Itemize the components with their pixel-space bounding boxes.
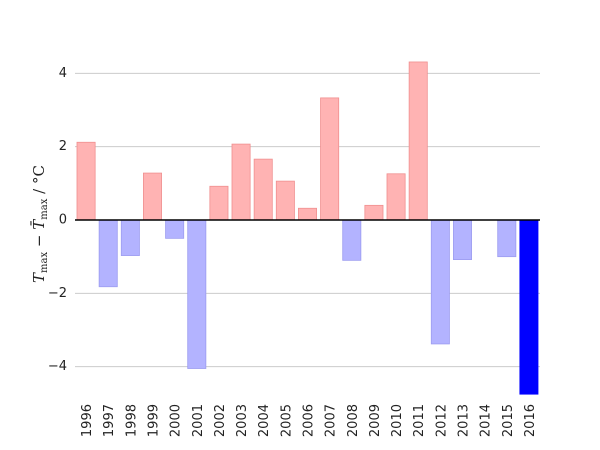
bar-2013 — [453, 219, 472, 260]
x-tick-label: 2014 — [479, 404, 494, 437]
bar-2004 — [253, 158, 273, 221]
bar-2006 — [298, 207, 317, 221]
x-tick-label: 2010 — [390, 404, 405, 437]
x-tick-label: 2009 — [368, 404, 383, 437]
bar-2002 — [209, 185, 229, 221]
y-tick-labels: −4 −2 0 2 4 — [48, 66, 67, 374]
bar-2015 — [497, 219, 517, 258]
x-tick-label: 2008 — [346, 404, 361, 437]
x-tick-label: 2011 — [412, 404, 427, 437]
x-tick-label: 2002 — [213, 404, 228, 437]
x-tick-label: 2015 — [501, 404, 516, 437]
x-tick-label: 2005 — [279, 404, 294, 437]
grid-lines — [75, 72, 540, 368]
bar-1996 — [76, 141, 96, 221]
x-tick-label: 2012 — [434, 404, 449, 437]
y-tick-label: −2 — [48, 286, 67, 301]
x-tick-label: 1997 — [102, 404, 117, 437]
x-tick-label: 2006 — [302, 404, 317, 437]
x-tick-label: 2000 — [169, 404, 184, 437]
y-tick-label: −4 — [48, 359, 67, 374]
bar-2005 — [275, 180, 295, 221]
bar-1998 — [120, 219, 140, 256]
x-tick-label: 2004 — [257, 404, 272, 437]
y-tick-label: 2 — [59, 139, 67, 154]
bars — [76, 61, 539, 395]
bar-2008 — [342, 219, 362, 261]
x-tick-label: 1999 — [147, 404, 162, 437]
bar-2001 — [187, 219, 207, 369]
bar-2012 — [430, 219, 450, 345]
y-axis-label: Tmax − T̄max / °C — [30, 165, 50, 283]
x-tick-label: 1996 — [80, 404, 95, 437]
bar-2007 — [320, 97, 340, 221]
bar-1997 — [98, 219, 118, 288]
bar-2003 — [231, 143, 251, 221]
x-tick-label: 2013 — [457, 404, 472, 437]
x-tick-label: 1998 — [124, 404, 139, 437]
bar-2000 — [165, 219, 185, 239]
bar-2010 — [386, 173, 406, 221]
bar-1999 — [143, 172, 162, 221]
y-tick-label: 0 — [59, 213, 67, 228]
x-tick-label: 2016 — [523, 404, 538, 437]
x-tick-label: 2007 — [324, 404, 339, 437]
bar-2009 — [364, 204, 384, 221]
bar-2016 — [519, 219, 539, 395]
bar-2011 — [408, 61, 428, 221]
x-tick-labels: 1996 1997 1998 1999 2000 2001 2002 2003 2004 2005… — [80, 404, 538, 437]
x-tick-label: 2003 — [235, 404, 250, 437]
y-tick-label: 4 — [59, 66, 67, 81]
x-tick-label: 2001 — [191, 404, 206, 437]
svg-text:Tmax − T̄max / °C: Tmax − T̄max / °C — [30, 165, 50, 283]
